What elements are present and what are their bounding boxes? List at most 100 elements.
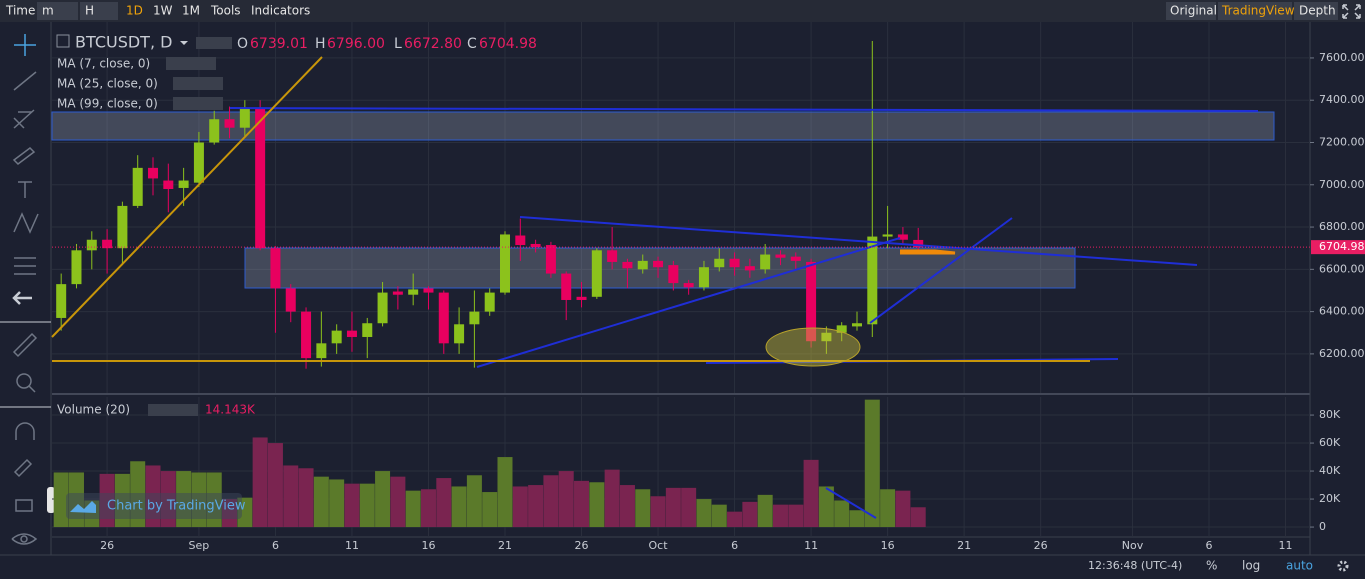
interval-select[interactable] <box>80 2 118 20</box>
ohlc-key: O <box>237 36 248 52</box>
toolbar-button[interactable]: 1M <box>182 4 200 18</box>
volume-bar <box>619 485 635 528</box>
toolbar-button[interactable]: H <box>85 4 94 18</box>
candle-body <box>423 288 434 293</box>
view-button[interactable] <box>1166 2 1216 20</box>
volume-bar <box>574 480 590 528</box>
legend-buttons[interactable] <box>173 97 223 110</box>
candle-body <box>469 311 480 325</box>
toolbar-button[interactable]: 1D <box>126 4 143 18</box>
x-tick-label: 11 <box>1279 539 1293 552</box>
candle-body <box>545 245 556 274</box>
x-tick-label: 6 <box>272 539 279 552</box>
view-button[interactable] <box>1294 2 1338 20</box>
candle-body <box>362 323 373 337</box>
candle-body <box>102 239 113 249</box>
volume-bar <box>420 489 436 528</box>
fullscreen-icon[interactable] <box>1342 4 1361 19</box>
legend-buttons[interactable] <box>148 404 198 416</box>
x-tick-label: 6 <box>731 539 738 552</box>
volume-bar <box>635 489 651 528</box>
volume-bar <box>53 472 69 528</box>
candle-body <box>867 236 878 325</box>
settings-icon[interactable] <box>1337 560 1349 572</box>
volume-bar <box>283 465 299 528</box>
zone-rectangle[interactable] <box>244 247 1076 289</box>
view-button-label[interactable]: Depth <box>1299 4 1336 18</box>
interval-select[interactable] <box>37 2 78 20</box>
candle-body <box>591 250 602 297</box>
volume-bar <box>788 504 804 528</box>
indicator-label: MA (7, close, 0) <box>57 57 150 71</box>
candle-body <box>607 250 618 262</box>
y-tick-label: 0 <box>1319 520 1326 533</box>
candle-body <box>698 267 709 288</box>
watermark[interactable]: Chart by TradingView <box>107 499 246 514</box>
candle-body <box>653 260 664 268</box>
volume-bar <box>359 483 375 528</box>
volume-bar <box>711 504 727 528</box>
candle-body <box>484 292 495 312</box>
volume-bar <box>589 482 605 528</box>
volume-bar <box>466 475 482 528</box>
candle-body <box>668 265 679 284</box>
candle-body <box>224 119 235 128</box>
volume-bar <box>543 475 559 528</box>
candle-body <box>637 260 648 270</box>
candle-body <box>561 273 572 300</box>
view-button[interactable] <box>1218 2 1292 20</box>
scale-button[interactable]: log <box>1242 559 1260 573</box>
toolbar-button[interactable]: 1W <box>153 4 173 18</box>
y-tick-label: 80K <box>1319 408 1341 421</box>
candle-body <box>148 167 159 179</box>
zone-rectangle[interactable] <box>51 111 1275 141</box>
candle-body <box>760 254 771 270</box>
watermark-box[interactable] <box>66 493 242 519</box>
candle-body <box>270 248 281 289</box>
view-button-label[interactable]: TradingView <box>1221 4 1295 18</box>
collapse-box[interactable] <box>56 34 70 48</box>
toolbar-button[interactable]: Indicators <box>251 4 310 18</box>
candle-body <box>683 283 694 288</box>
legend-buttons[interactable] <box>173 77 223 90</box>
toolbar-button[interactable]: Tools <box>210 4 241 18</box>
volume-bar <box>818 486 834 528</box>
candle-body <box>86 239 97 251</box>
x-tick-label: Oct <box>649 539 669 552</box>
legend-buttons[interactable] <box>196 37 232 49</box>
candle-body <box>316 343 327 359</box>
candle-body <box>193 142 204 183</box>
candle-body <box>821 332 832 342</box>
toolbar-button[interactable]: m <box>42 4 54 18</box>
y-tick-label: 7600.00 <box>1319 51 1365 64</box>
candle-body <box>209 119 220 143</box>
candle-body <box>301 311 312 359</box>
scale-button[interactable]: % <box>1206 559 1217 573</box>
volume-bar <box>880 489 896 528</box>
volume-bar <box>344 483 360 528</box>
candle-body <box>163 180 174 190</box>
view-button-label[interactable]: Original <box>1170 4 1217 18</box>
volume-bar <box>696 499 712 528</box>
panel-handle[interactable] <box>47 487 55 513</box>
candle-body <box>851 323 862 327</box>
trend-lines[interactable] <box>51 56 1259 519</box>
candle-body <box>392 291 403 295</box>
toolbar-button[interactable]: Time <box>5 4 35 18</box>
dropdown[interactable] <box>180 41 188 45</box>
candle-body <box>576 296 587 300</box>
volume-bar <box>528 485 544 528</box>
candle-body <box>346 330 357 337</box>
y-tick-label: 6400.00 <box>1319 305 1365 318</box>
candle-body <box>56 284 67 318</box>
highlight-ellipse[interactable] <box>765 327 861 367</box>
drawing-tools[interactable] <box>11 34 39 570</box>
legend-buttons[interactable] <box>166 57 216 70</box>
candle-body <box>500 234 511 293</box>
volume-bar <box>390 476 406 528</box>
volume-bar <box>329 479 345 528</box>
candle-body <box>239 107 250 128</box>
scale-button[interactable]: auto <box>1286 559 1313 573</box>
